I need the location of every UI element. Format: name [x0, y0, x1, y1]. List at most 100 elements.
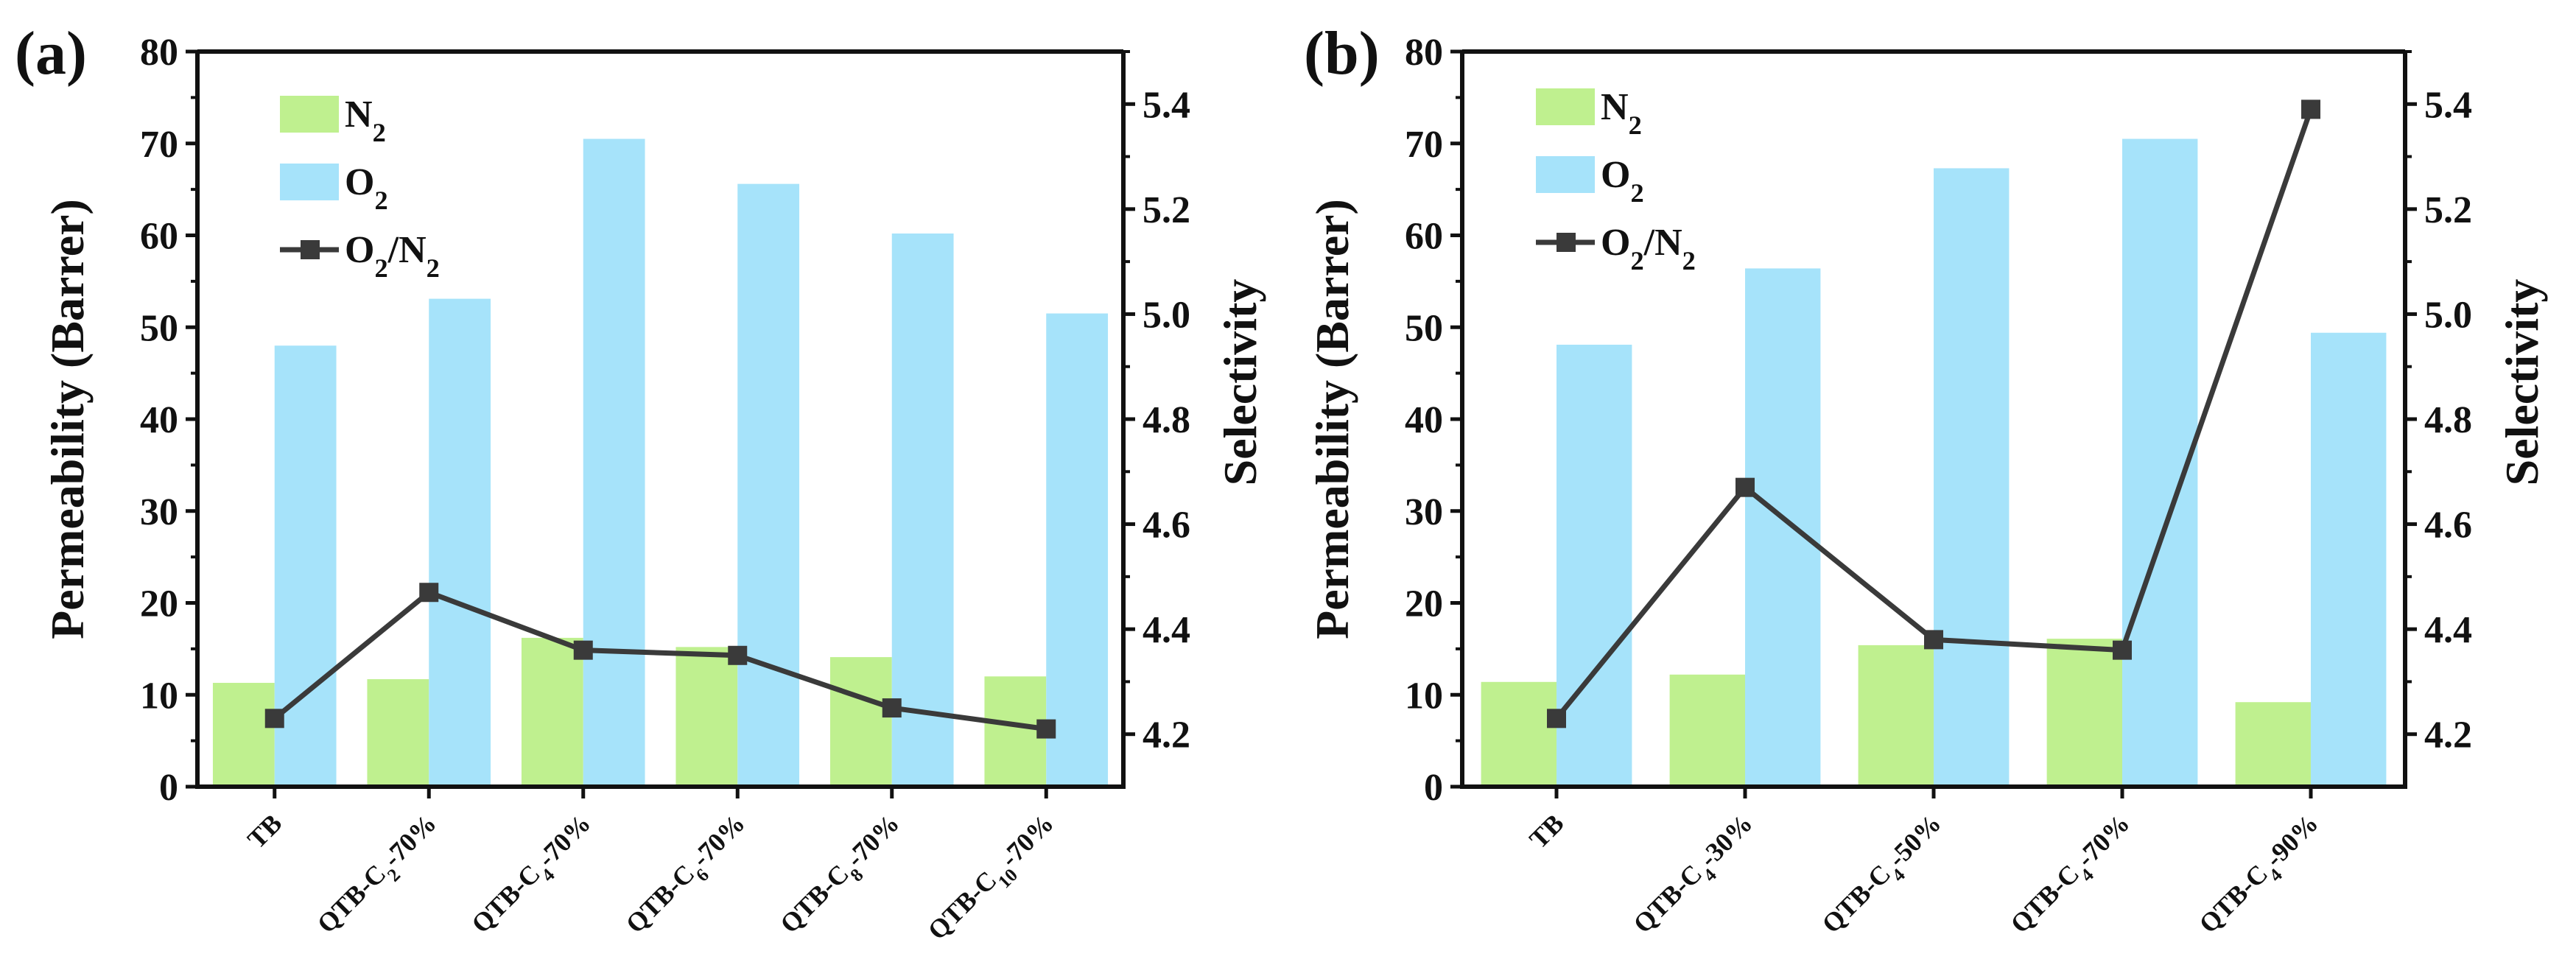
- bar-n2: [212, 683, 275, 787]
- text-part: O: [1601, 222, 1630, 264]
- y2-tick-label: 4.6: [2424, 505, 2472, 547]
- bar-n2: [829, 657, 892, 787]
- bar-n2: [2046, 639, 2122, 787]
- x-category-label: TB: [242, 808, 287, 854]
- legend-swatch: [1536, 156, 1595, 193]
- legend-item-n2: N2: [280, 94, 386, 147]
- y2-tick-label: 4.4: [1143, 609, 1190, 651]
- legend-swatch: [1536, 88, 1595, 125]
- text-part: QTB-C: [620, 859, 701, 939]
- x-category-label: TB: [1523, 808, 1569, 854]
- selectivity-marker: [1924, 630, 1943, 650]
- bar-n2: [1858, 645, 1934, 787]
- y-tick-label: 10: [140, 675, 178, 717]
- text-part: O: [1601, 154, 1630, 196]
- legend-label: O2: [1601, 154, 1644, 208]
- text-part: QTB-C: [774, 859, 854, 939]
- legend-item-o2-n2: O2/N2: [1536, 222, 1696, 275]
- y-tick-label: 40: [1405, 399, 1443, 441]
- x-category-label: QTB-C6-70%: [620, 808, 757, 944]
- text-part: /N: [1643, 222, 1682, 264]
- y-tick-label: 30: [1405, 491, 1443, 533]
- y-tick-label: 0: [1424, 767, 1443, 809]
- text-part: -70%: [377, 808, 442, 873]
- chart-panel-b: 0 10 20 30 40 50 60 70 80 4.2 4.4 4.6 4.8 5.0 5.2 5.4 TB…: [1304, 19, 2548, 944]
- text-part: -70%: [686, 808, 751, 873]
- text-part: N: [1601, 86, 1629, 128]
- subscript: 2: [373, 118, 386, 147]
- y-tick-label: 20: [140, 583, 178, 625]
- legend-swatch: [280, 96, 339, 133]
- bar-n2: [675, 647, 738, 787]
- subscript: 2: [1630, 178, 1643, 208]
- selectivity-marker: [1036, 719, 1056, 739]
- legend-swatch: [280, 164, 339, 200]
- y2-tick-label: 5.0: [1143, 294, 1190, 336]
- y-tick-label: 40: [140, 399, 178, 441]
- text-part: O: [345, 229, 374, 271]
- legend-item-n2: N2: [1536, 86, 1642, 140]
- subscript: 2: [1629, 110, 1642, 140]
- panel-label: (a): [15, 19, 87, 88]
- legend-label: N2: [1601, 86, 1642, 140]
- legend-item-o2: O2: [1536, 154, 1644, 208]
- y-tick-label: 60: [140, 216, 178, 258]
- bar-o2: [583, 138, 645, 787]
- y-tick-label: 30: [140, 491, 178, 533]
- y-tick-label: 80: [140, 32, 178, 74]
- x-category-label: QTB-C2-70%: [312, 808, 448, 944]
- x-category-label: QTB-C4-70%: [2004, 808, 2141, 944]
- bar-n2: [984, 676, 1047, 787]
- chart-panel-a: 0 10 20 30 40 50 60 70 80 4.2 4.4 4.6 4.8 5.0 5.2 5.4 TB…: [15, 19, 1266, 946]
- legend-marker: [301, 240, 320, 259]
- selectivity-marker: [2301, 99, 2320, 119]
- y-tick-label: 20: [1405, 583, 1443, 625]
- y2-tick-label: 4.6: [1143, 505, 1190, 547]
- y-tick-label: 70: [1405, 124, 1443, 166]
- y2-tick-label: 4.4: [2424, 609, 2472, 651]
- selectivity-marker: [264, 709, 284, 728]
- selectivity-marker: [573, 640, 593, 660]
- text-part: O: [345, 161, 374, 203]
- text-part: QTB-C: [1627, 859, 1708, 939]
- bar-o2: [737, 183, 800, 787]
- legend-label: O2: [345, 161, 388, 215]
- bar-o2: [429, 298, 491, 787]
- y2-tick-label: 5.2: [1143, 189, 1190, 231]
- subscript: 2: [374, 253, 387, 283]
- bar-o2: [1046, 313, 1109, 787]
- legend-label: O2/N2: [1601, 222, 1696, 275]
- text-part: QTB-C: [922, 866, 1003, 946]
- y-tick-label: 50: [140, 307, 178, 349]
- subscript: 2: [1630, 246, 1643, 275]
- text-part: /N: [387, 229, 427, 271]
- y2-tick-label: 4.8: [2424, 399, 2472, 441]
- text-part: QTB-C: [2004, 859, 2085, 939]
- y-tick-label: 80: [1405, 32, 1443, 74]
- selectivity-marker: [2113, 640, 2132, 660]
- panel-label: (b): [1304, 19, 1380, 88]
- bar-o2: [1934, 168, 2010, 787]
- selectivity-marker: [728, 645, 748, 665]
- subscript: 2: [427, 253, 440, 283]
- text-part: -70%: [994, 808, 1059, 873]
- text-part: QTB-C: [2193, 859, 2273, 939]
- y-axis-title: Permeability (Barrer): [1306, 199, 1358, 639]
- selectivity-marker: [419, 583, 439, 603]
- subscript: 2: [1682, 246, 1696, 275]
- y2-tick-label: 4.2: [2424, 715, 2472, 756]
- text-part: N: [345, 94, 373, 136]
- y-tick-label: 10: [1405, 675, 1443, 717]
- text-part: -50%: [1882, 808, 1947, 873]
- text-part: TB: [242, 808, 287, 854]
- y2-tick-label: 5.2: [2424, 189, 2472, 231]
- x-category-label: QTB-C4-70%: [466, 808, 602, 944]
- y-tick-label: 70: [140, 124, 178, 166]
- selectivity-marker: [1736, 477, 1755, 497]
- y-tick-label: 50: [1405, 307, 1443, 349]
- bar-o2: [1557, 344, 1632, 787]
- text-part: -70%: [840, 808, 905, 873]
- y2-tick-label: 4.2: [1143, 715, 1190, 756]
